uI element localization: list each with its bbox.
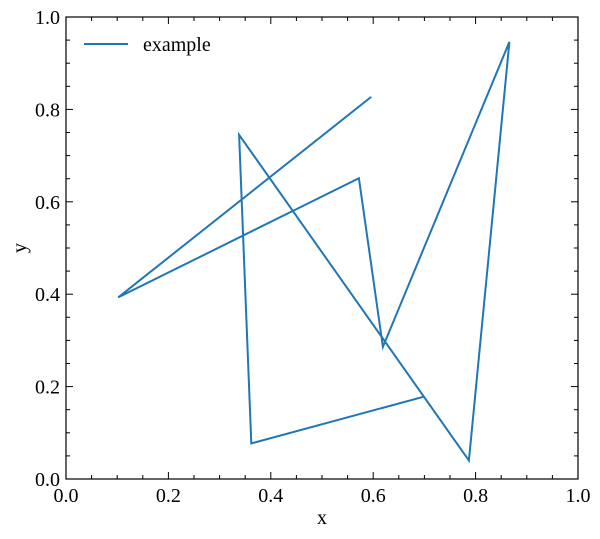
y-axis-label: y [9,243,31,253]
y-tick-label: 0.2 [35,377,60,399]
data-layer [117,41,511,464]
x-tick-label: 0.8 [463,485,488,507]
plot-frame [65,16,579,480]
series-line-example [117,41,511,464]
y-tick-label: 0.4 [35,284,60,306]
y-tick-label: 0.8 [35,99,60,121]
legend: example [84,34,211,56]
y-tick-label: 1.0 [35,7,60,29]
x-tick-label: 0.6 [361,485,386,507]
y-tick-label: 0.6 [35,192,60,214]
ticks-layer: 0.0 0.2 0.4 0.6 0.8 1.0 0.0 0.2 0.4 0.6 0.8 1.0 [35,7,591,507]
x-tick-label: 1.0 [566,485,591,507]
y-tick-label: 0.0 [35,469,60,491]
x-tick-label: 0.4 [258,485,283,507]
x-tick-label: 0.0 [54,485,79,507]
x-tick-label: 0.2 [156,485,181,507]
legend-label-example: example [143,34,211,56]
x-axis-label: x [317,507,327,529]
